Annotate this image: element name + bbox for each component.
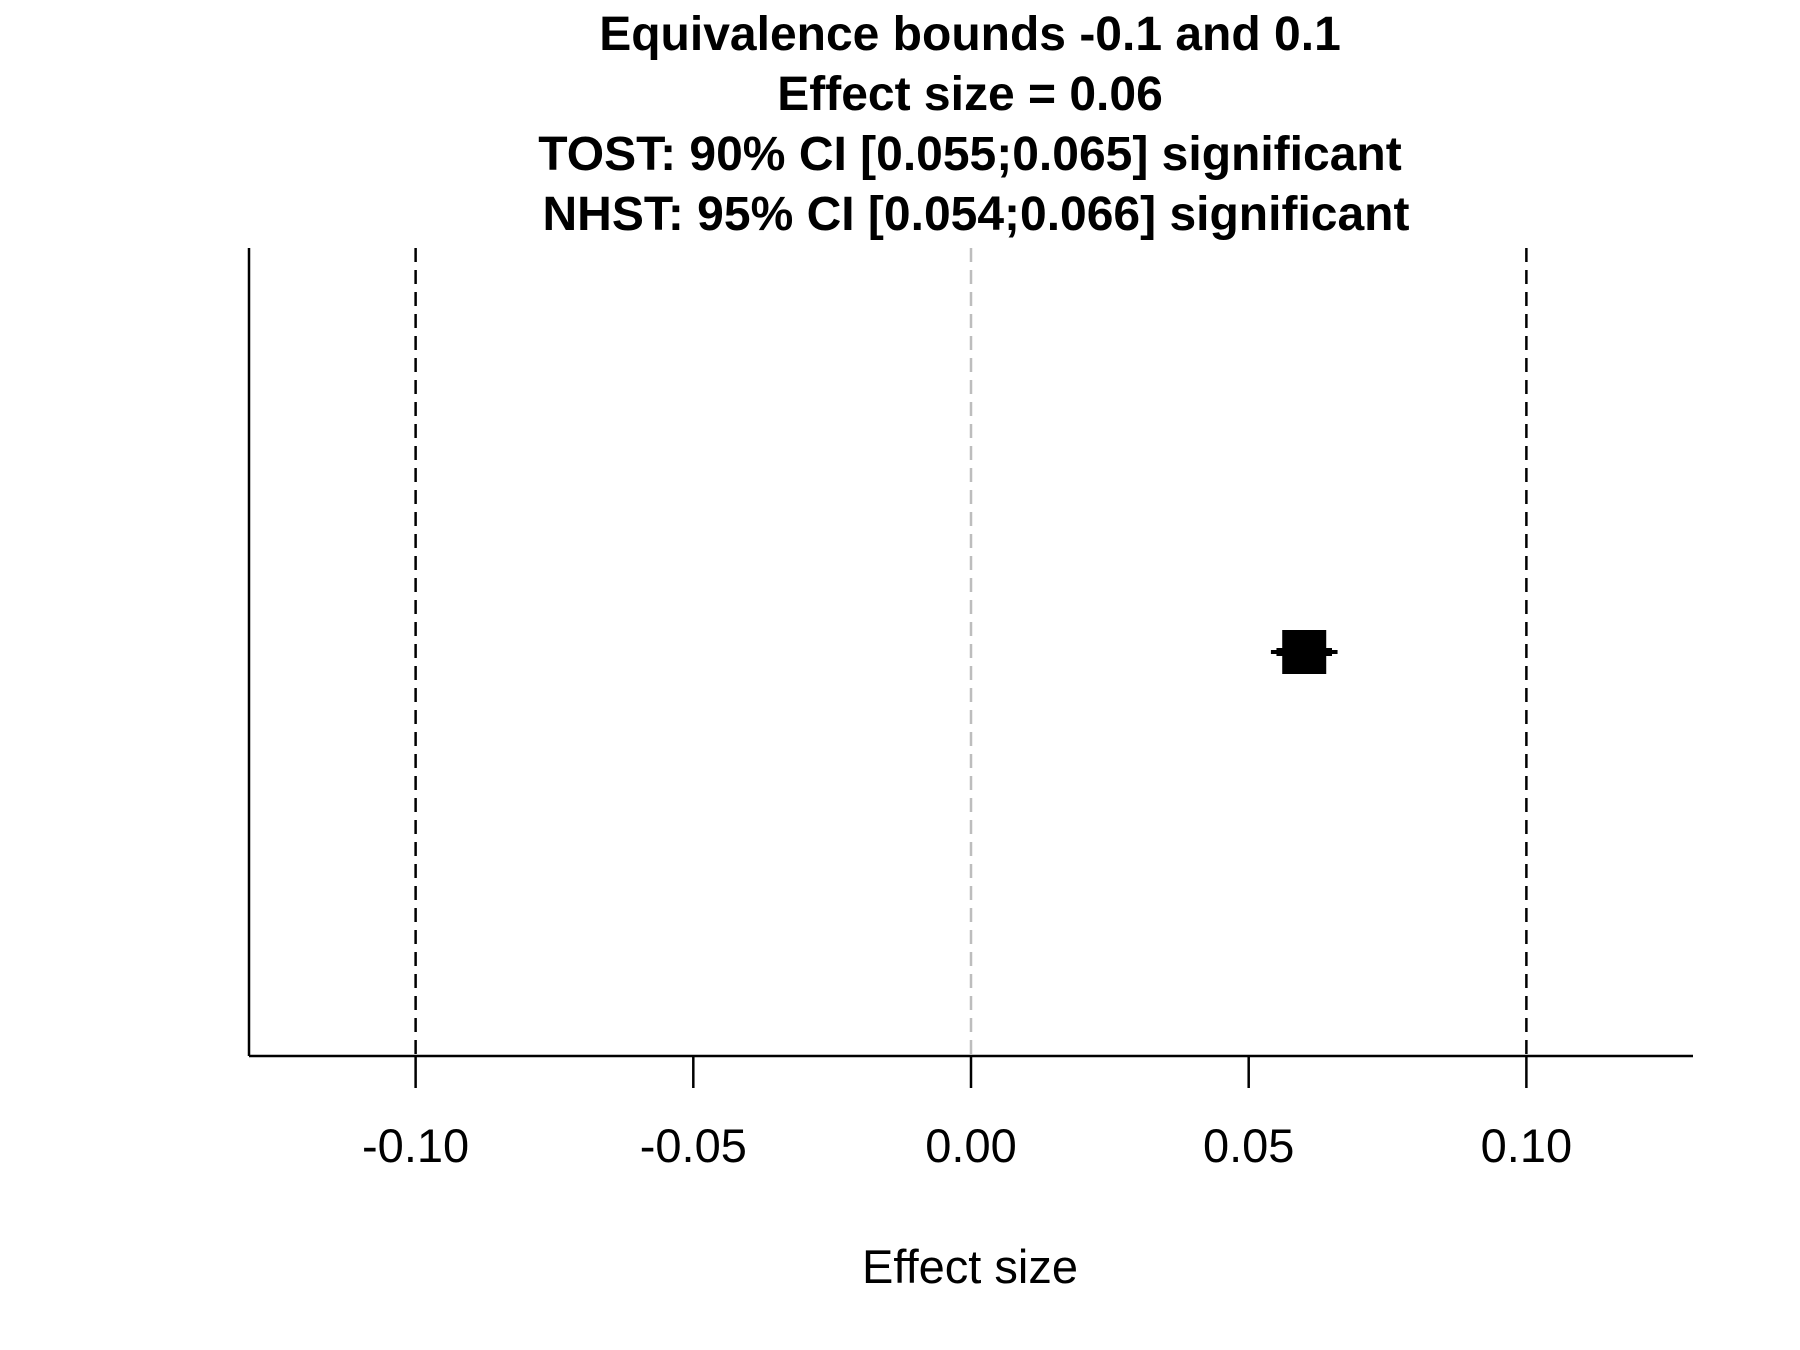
- x-tick-label: -0.10: [362, 1119, 469, 1172]
- title-line-1: Equivalence bounds -0.1 and 0.1: [599, 8, 1341, 61]
- title-line-2: Effect size = 0.06: [777, 68, 1163, 121]
- title-line-4: NHST: 95% CI [0.054;0.066] significant: [543, 188, 1410, 241]
- x-tick-label: 0.10: [1481, 1119, 1572, 1172]
- chart-title: Equivalence bounds -0.1 and 0.1 Effect s…: [538, 8, 1409, 241]
- x-tick-label: 0.05: [1203, 1119, 1294, 1172]
- x-tick-label: 0.00: [925, 1119, 1016, 1172]
- effect-size-marker: [1282, 630, 1327, 674]
- x-tick-label: -0.05: [640, 1119, 747, 1172]
- x-axis-label: Effect size: [862, 1240, 1078, 1293]
- plot-area: -0.10 -0.05 0.00 0.05 0.10: [247, 248, 1693, 1172]
- title-line-3: TOST: 90% CI [0.055;0.065] significant: [538, 128, 1401, 181]
